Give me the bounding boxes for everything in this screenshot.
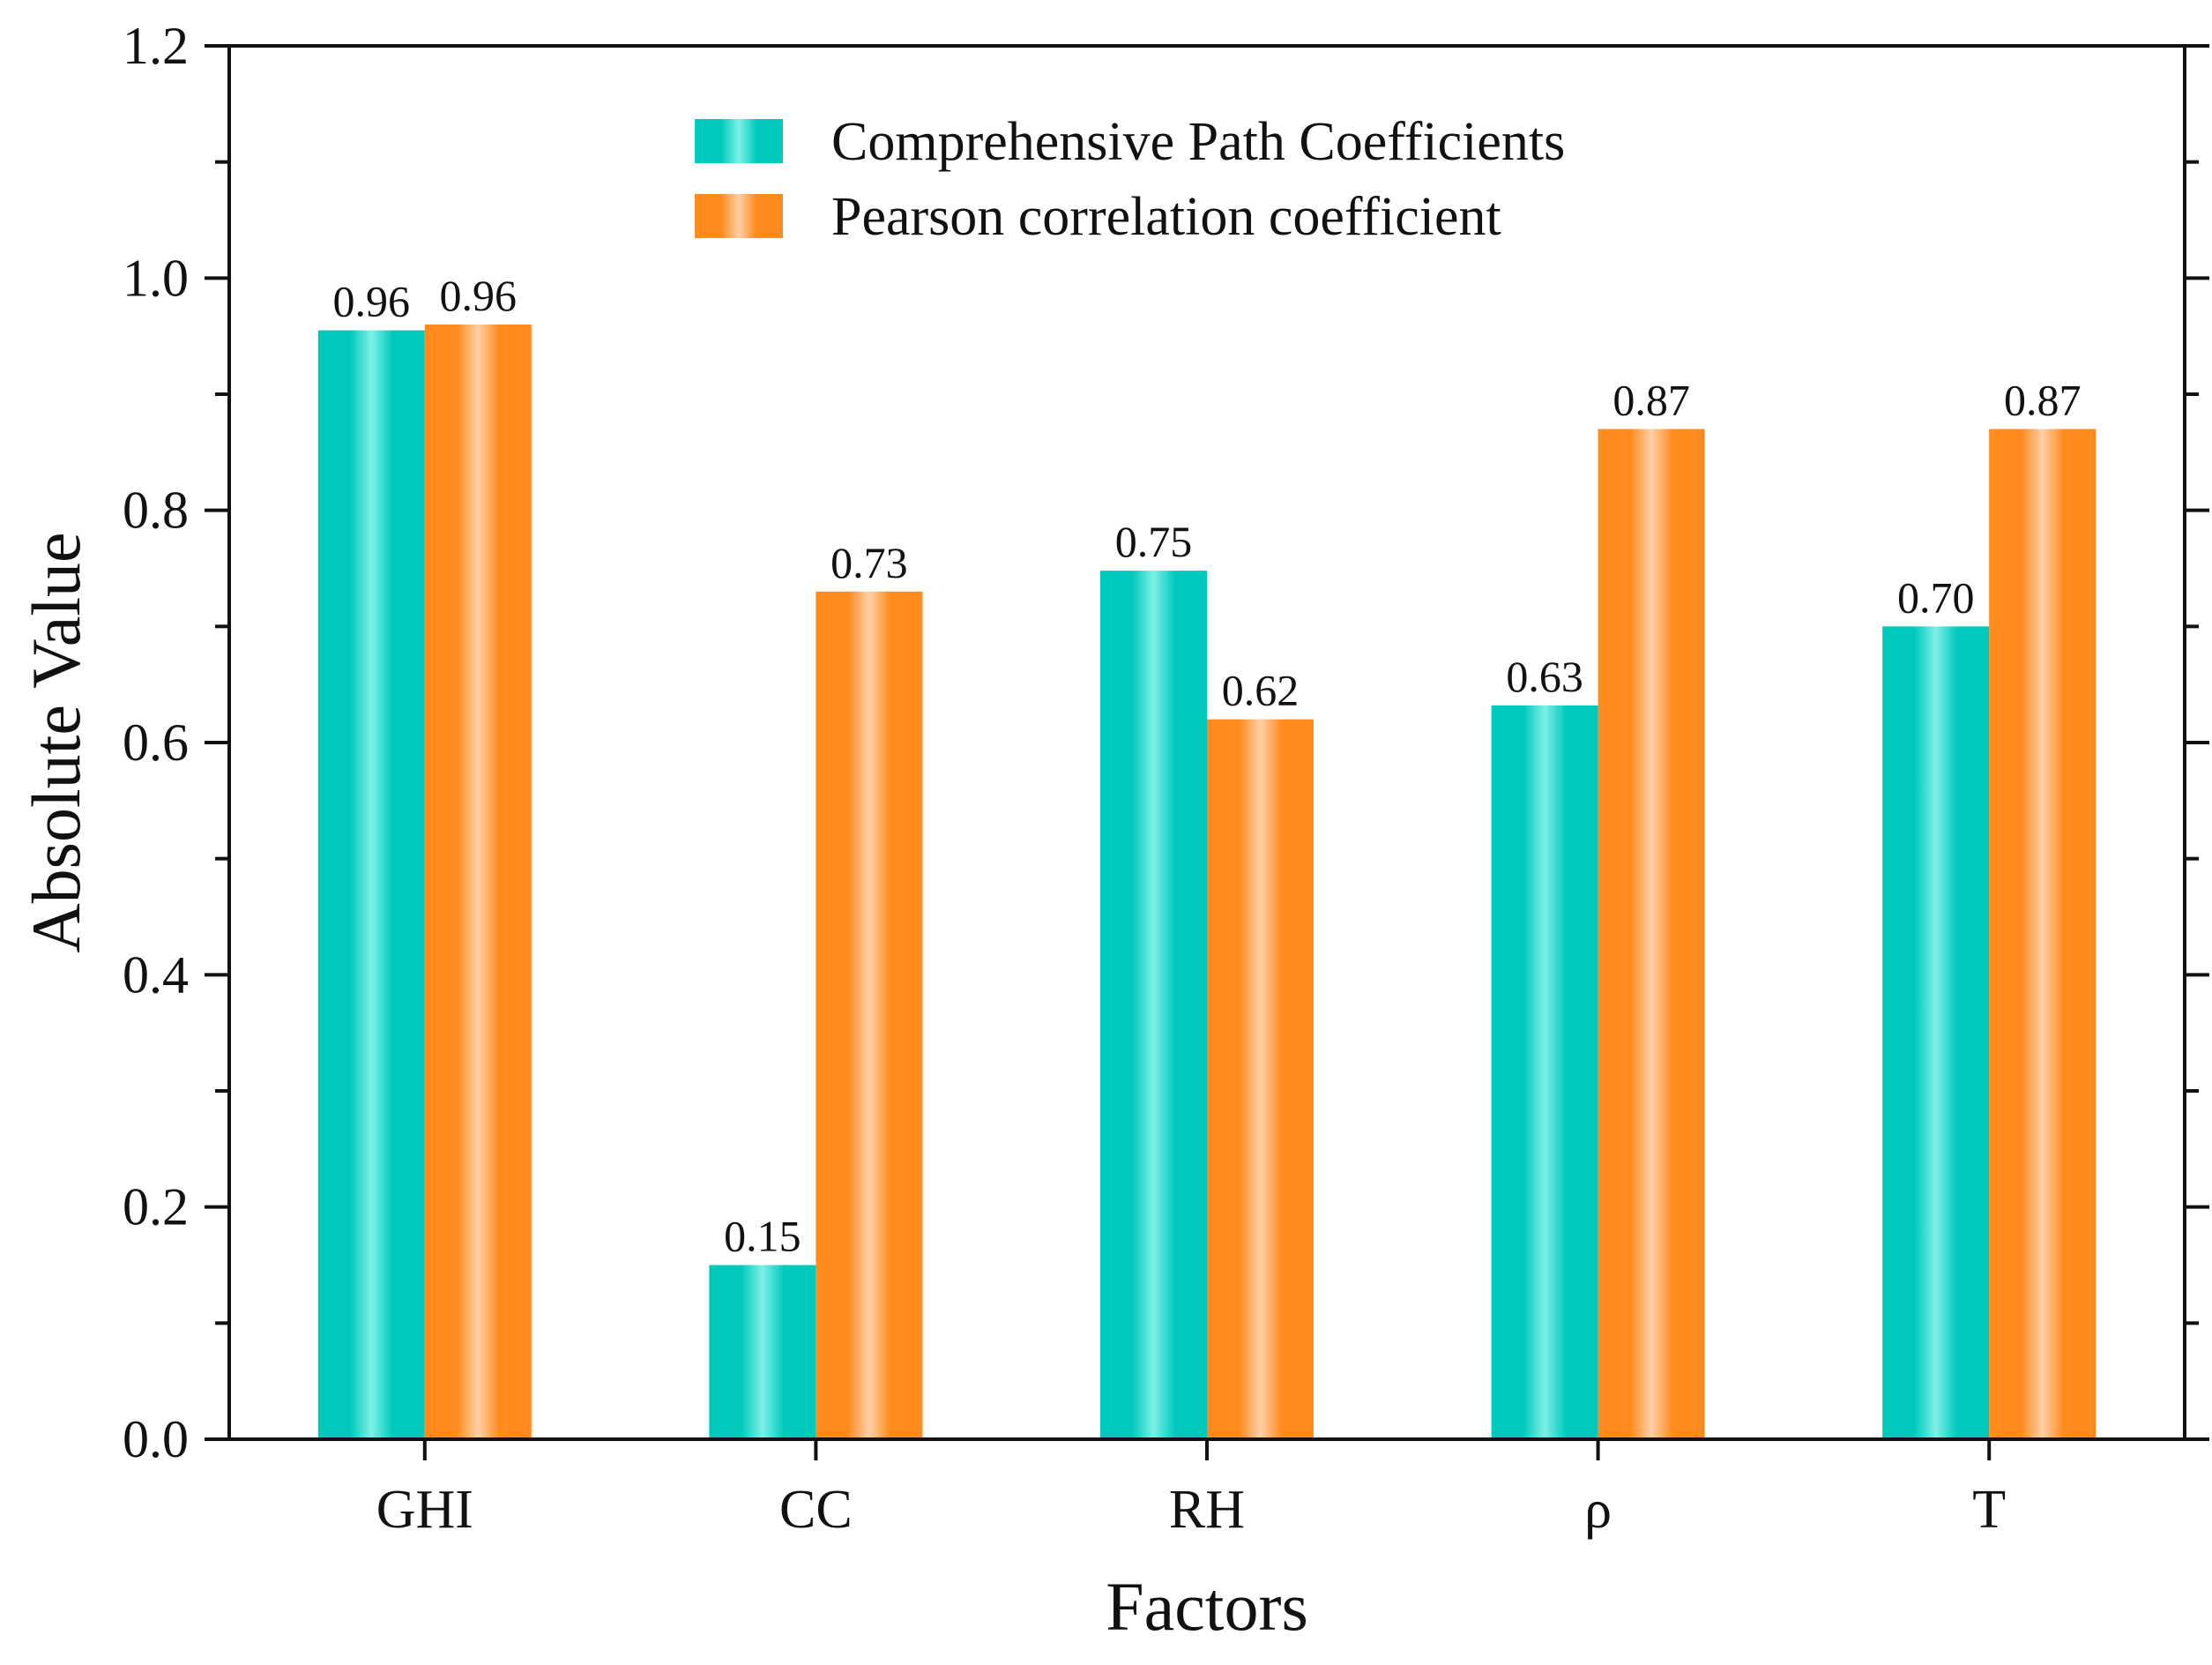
legend-swatch-pearson <box>695 194 783 238</box>
legend: Comprehensive Path Coefficients Pearson c… <box>695 112 1565 247</box>
axis-ticks: GHI CC RH ρ T 0.0 0.2 0.4 0.6 0.8 1.0 1.2 <box>123 17 2209 1540</box>
y-tick-label-6: 1.2 <box>123 17 189 75</box>
y-tick-label-5: 1.0 <box>123 249 189 307</box>
y-tick-label-1: 0.2 <box>123 1178 189 1236</box>
x-tick-label-3: ρ <box>1584 1480 1612 1540</box>
bar-path-coeff-1 <box>709 1265 816 1439</box>
data-label-pearson-3: 0.87 <box>1612 376 1690 425</box>
legend-label-pearson: Pearson correlation coefficient <box>831 187 1501 247</box>
legend-label-path-coeff: Comprehensive Path Coefficients <box>831 112 1565 172</box>
bar-pearson-2 <box>1207 719 1314 1439</box>
data-label-path-coeff-0: 0.96 <box>333 277 411 326</box>
x-axis-title: Factors <box>1106 1568 1308 1645</box>
y-tick-label-0: 0.0 <box>123 1410 189 1468</box>
bar-path-coeff-4 <box>1882 626 1990 1439</box>
bar-path-coeff-0 <box>317 330 425 1439</box>
data-label-pearson-4: 0.87 <box>2004 376 2082 425</box>
y-tick-label-4: 0.8 <box>123 482 189 540</box>
bar-pearson-1 <box>816 591 923 1439</box>
data-label-pearson-0: 0.96 <box>440 271 518 320</box>
data-labels-layer: 0.96 0.96 0.15 0.73 0.75 0.62 0.63 0.87 0.70 0.87 <box>333 271 2082 1261</box>
bar-path-coeff-2 <box>1100 571 1207 1439</box>
data-label-path-coeff-2: 0.75 <box>1115 517 1193 566</box>
y-tick-label-3: 0.6 <box>123 713 189 772</box>
legend-swatch-path-coeff <box>695 119 783 163</box>
bar-pearson-0 <box>424 325 532 1439</box>
x-tick-label-1: CC <box>779 1480 853 1540</box>
bar-path-coeff-3 <box>1491 705 1598 1439</box>
y-tick-label-2: 0.4 <box>123 945 189 1004</box>
data-label-path-coeff-4: 0.70 <box>1897 572 1975 622</box>
data-label-path-coeff-3: 0.63 <box>1506 652 1583 701</box>
data-label-path-coeff-1: 0.15 <box>724 1212 801 1261</box>
y-axis-title: Absolute Value <box>18 532 94 952</box>
x-tick-label-4: T <box>1972 1480 2006 1540</box>
x-tick-label-0: GHI <box>376 1480 473 1540</box>
bars-layer <box>317 325 2097 1439</box>
data-label-pearson-2: 0.62 <box>1222 666 1300 715</box>
x-tick-label-2: RH <box>1169 1480 1245 1540</box>
bar-pearson-4 <box>1989 429 2097 1439</box>
bar-pearson-3 <box>1598 429 1705 1439</box>
data-label-pearson-1: 0.73 <box>830 538 908 587</box>
